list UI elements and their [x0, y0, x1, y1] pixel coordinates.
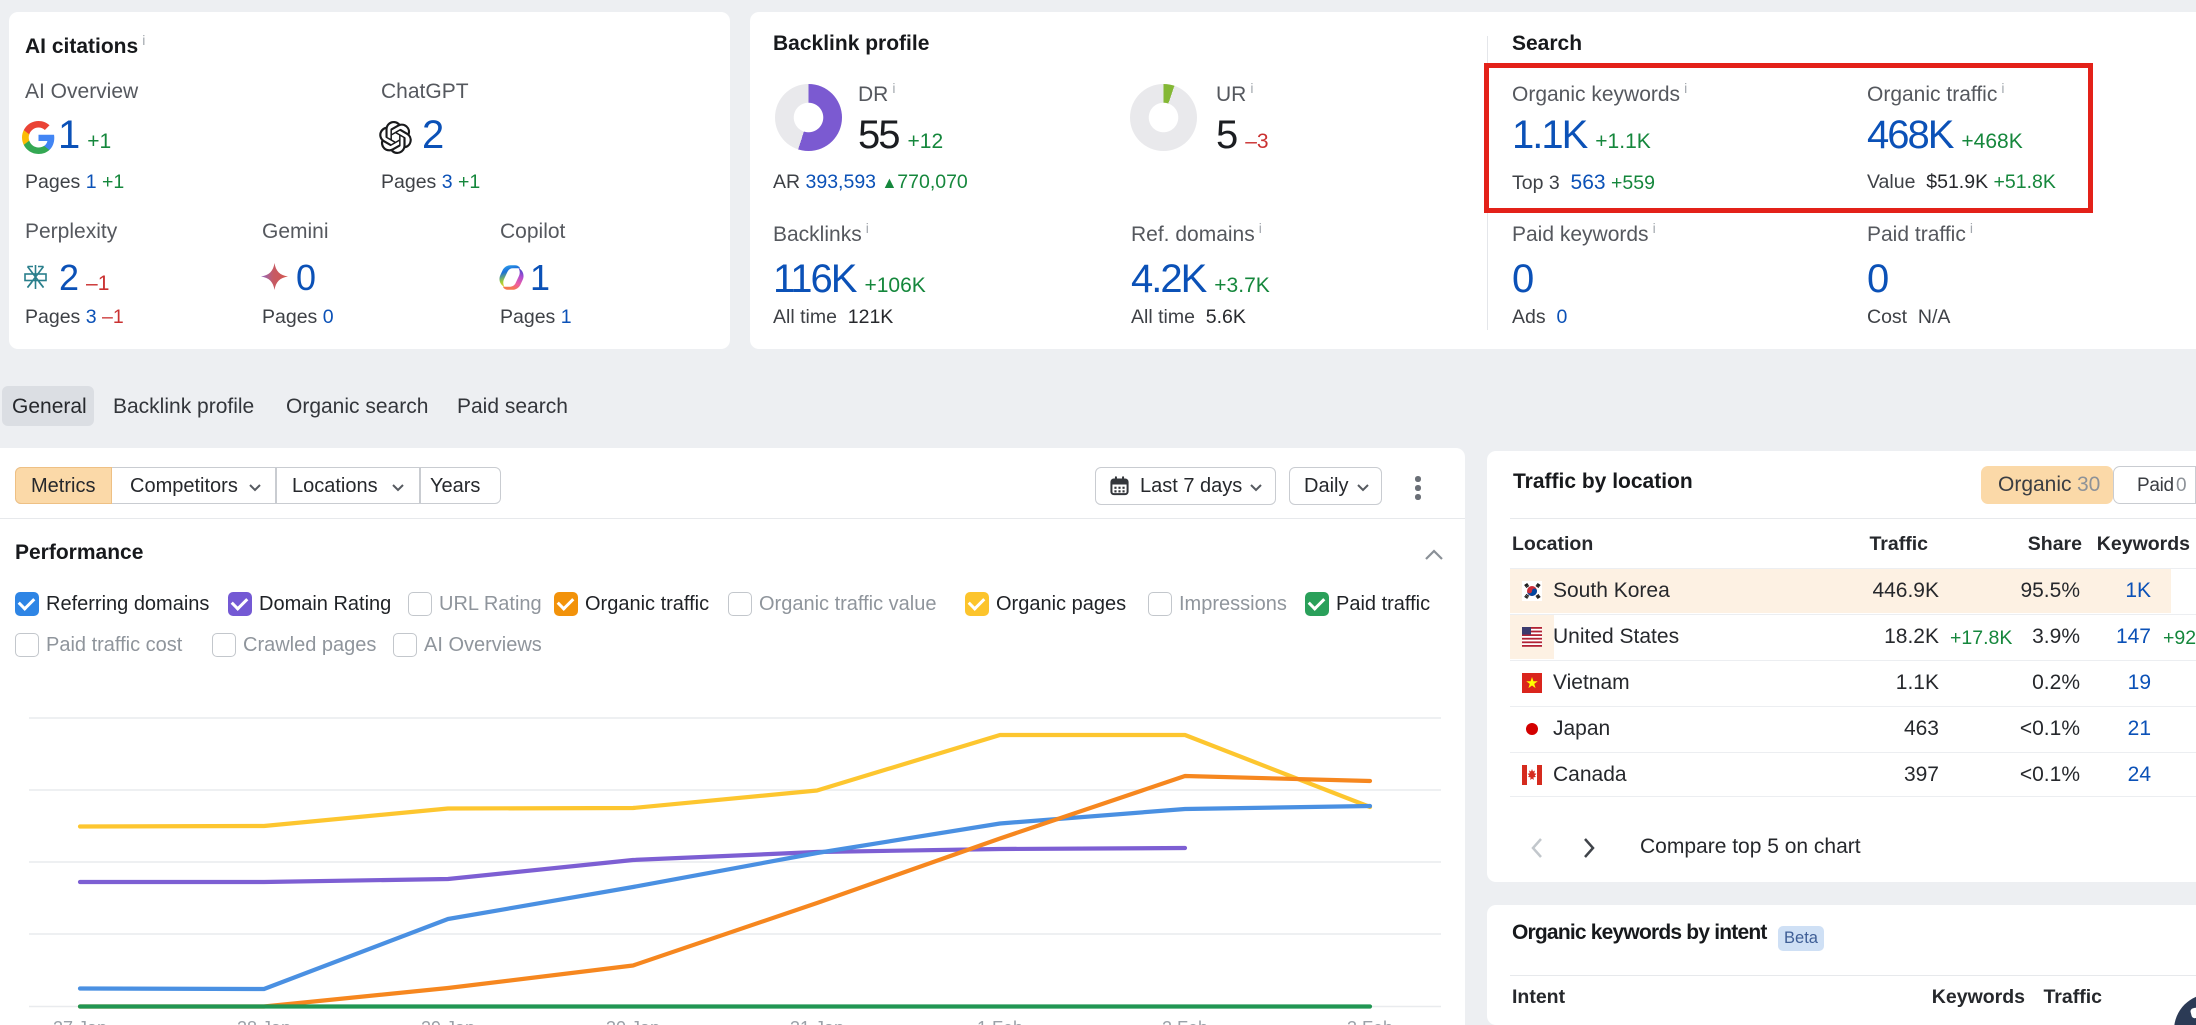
svg-text:3 Feb: 3 Feb	[1347, 1018, 1393, 1025]
svg-text:2 Feb: 2 Feb	[1162, 1018, 1208, 1025]
svg-text:29 Jan: 29 Jan	[421, 1018, 475, 1025]
svg-text:1 Feb: 1 Feb	[977, 1018, 1023, 1025]
svg-text:31 Jan: 31 Jan	[790, 1018, 844, 1025]
svg-text:27 Jan: 27 Jan	[53, 1018, 107, 1025]
svg-text:28 Jan: 28 Jan	[237, 1018, 291, 1025]
svg-text:30 Jan: 30 Jan	[606, 1018, 660, 1025]
